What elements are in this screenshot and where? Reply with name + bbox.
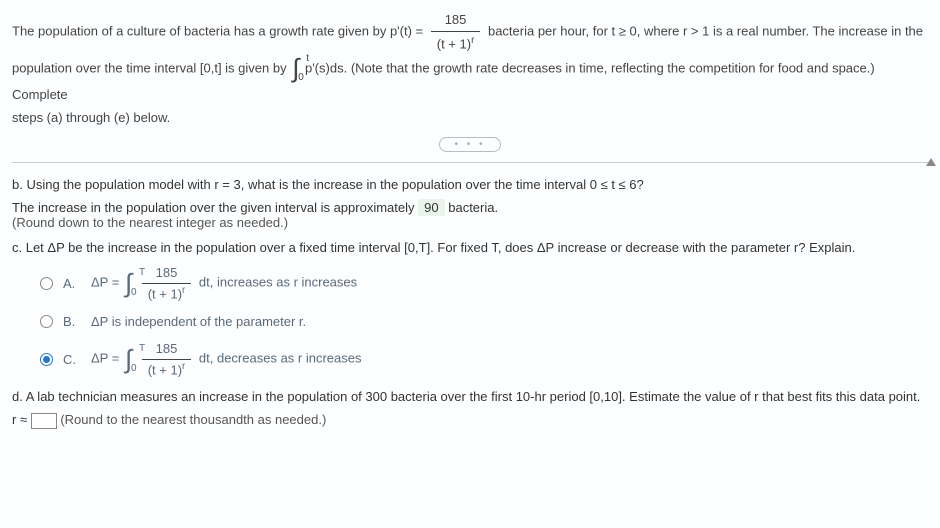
- integrand: p'(s)ds.: [305, 61, 347, 76]
- growth-rate-fraction: 185 (t + 1)r: [431, 8, 481, 56]
- choice-a[interactable]: A. ΔP = T ∫ 0 185 (t + 1)r dt, increases…: [40, 263, 928, 303]
- choice-b[interactable]: B. ΔP is independent of the parameter r.: [40, 312, 928, 332]
- part-b-heading: b. Using the population model with r = 3…: [12, 177, 928, 192]
- divider: [12, 162, 928, 163]
- choice-list: A. ΔP = T ∫ 0 185 (t + 1)r dt, increases…: [40, 263, 928, 379]
- r-input[interactable]: [31, 413, 57, 429]
- homework-page: The population of a culture of bacteria …: [0, 0, 940, 528]
- part-b-note: (Round down to the nearest integer as ne…: [12, 215, 928, 230]
- scroll-up-icon[interactable]: [926, 158, 936, 166]
- part-d-heading: d. A lab technician measures an increase…: [12, 389, 928, 404]
- separator-dots: • • •: [12, 135, 928, 152]
- part-d-input-line: r ≈ (Round to the nearest thousandth as …: [12, 412, 928, 429]
- part-d: d. A lab technician measures an increase…: [12, 389, 928, 429]
- integral-expression: t ∫ 0: [292, 56, 299, 82]
- choice-c[interactable]: C. ΔP = T ∫ 0 185 (t + 1)r dt, decreases…: [40, 339, 928, 379]
- line3: steps (a) through (e) below.: [12, 110, 170, 125]
- intro-text-1: The population of a culture of bacteria …: [12, 24, 423, 39]
- part-b-answer-line: The increase in the population over the …: [12, 200, 928, 215]
- radio-b[interactable]: [40, 315, 53, 328]
- radio-a[interactable]: [40, 277, 53, 290]
- part-b: b. Using the population model with r = 3…: [12, 177, 928, 230]
- line2a: population over the time interval [0,t] …: [12, 61, 287, 76]
- part-c: c. Let ΔP be the increase in the populat…: [12, 240, 928, 379]
- part-c-heading: c. Let ΔP be the increase in the populat…: [12, 240, 928, 255]
- radio-c[interactable]: [40, 353, 53, 366]
- intro-text-2: bacteria per hour, for t ≥ 0, where r > …: [488, 24, 923, 39]
- problem-statement: The population of a culture of bacteria …: [12, 8, 928, 129]
- part-b-answer: 90: [418, 199, 444, 216]
